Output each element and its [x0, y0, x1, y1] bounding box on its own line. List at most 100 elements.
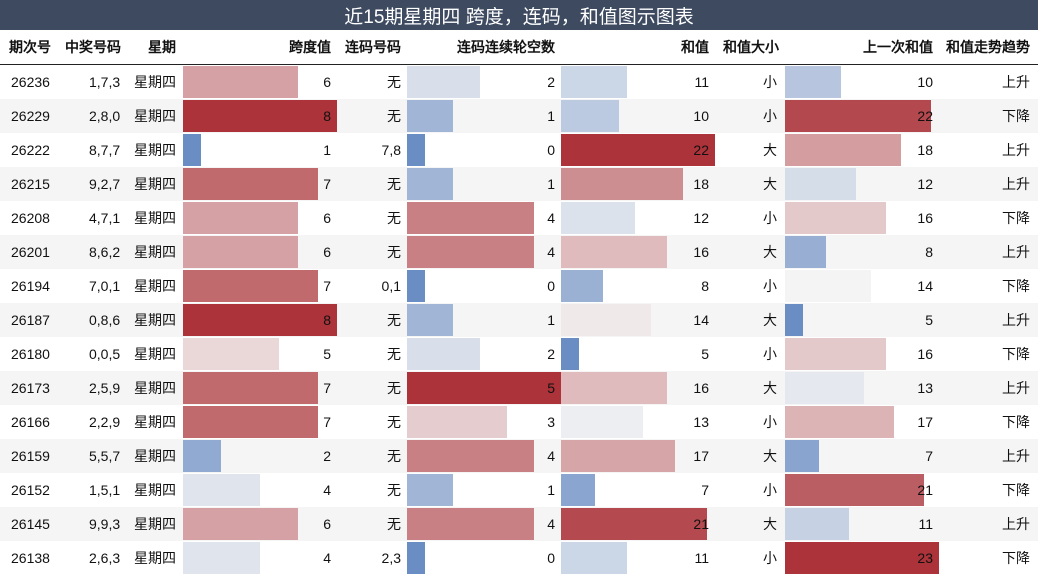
sum-bar: [561, 236, 667, 268]
table-row: 26208 4,7,1 星期四 6 无 4 12 小 16 下降: [0, 201, 1038, 235]
span-value: 8: [323, 108, 331, 124]
gap-count-bar: [407, 542, 425, 574]
issue-number: 26208: [11, 210, 50, 226]
span-value: 6: [323, 516, 331, 532]
span-bar: [183, 236, 298, 268]
sum-size: 大: [763, 244, 777, 260]
sum-trend: 上升: [1002, 312, 1030, 328]
gap-count-value: 4: [547, 516, 555, 532]
sum-trend: 下降: [1002, 108, 1030, 124]
gap-count-value: 0: [547, 142, 555, 158]
table-row: 26166 2,2,9 星期四 7 无 3 13 小 17 下降: [0, 405, 1038, 439]
winning-numbers: 2,8,0: [89, 108, 121, 124]
span-bar: [183, 508, 298, 540]
prev-sum-value: 10: [917, 74, 933, 90]
sum-bar: [561, 202, 635, 234]
gap-count-value: 1: [547, 482, 555, 498]
sum-trend: 上升: [1002, 244, 1030, 260]
sum-trend: 下降: [1002, 482, 1030, 498]
sum-bar: [561, 100, 619, 132]
consecutive-numbers: 无: [387, 210, 401, 226]
col-header-consec: 连码号码: [345, 39, 401, 55]
prev-sum-bar: [785, 100, 931, 132]
span-bar: [183, 304, 337, 336]
weekday: 星期四: [134, 278, 176, 294]
issue-number: 26215: [11, 176, 50, 192]
col-header-weekday: 星期: [148, 39, 176, 55]
weekday: 星期四: [134, 108, 176, 124]
sum-trend: 下降: [1002, 278, 1030, 294]
sum-value: 12: [693, 210, 709, 226]
span-value: 6: [323, 244, 331, 260]
gap-count-bar: [407, 508, 534, 540]
table-row: 26173 2,5,9 星期四 7 无 5 16 大 13 上升: [0, 371, 1038, 405]
span-bar: [183, 168, 318, 200]
prev-sum-bar: [785, 508, 849, 540]
prev-sum-value: 16: [917, 346, 933, 362]
prev-sum-value: 12: [917, 176, 933, 192]
prev-sum-bar: [785, 542, 939, 574]
consecutive-numbers: 无: [387, 414, 401, 430]
prev-sum-value: 14: [917, 278, 933, 294]
gap-count-bar: [407, 372, 561, 404]
prev-sum-bar: [785, 304, 803, 336]
gap-count-bar: [407, 270, 425, 302]
sum-size: 大: [763, 380, 777, 396]
winning-numbers: 5,5,7: [89, 448, 121, 464]
gap-count-value: 4: [547, 448, 555, 464]
prev-sum-bar: [785, 474, 924, 506]
span-bar: [183, 338, 279, 370]
sum-value: 7: [701, 482, 709, 498]
consecutive-numbers: 0,1: [381, 278, 401, 294]
table-header: 期次号 中奖号码 星期 跨度值 连码号码 连码连续轮空数 和值 和值大小 上一次…: [0, 31, 1038, 65]
winning-numbers: 2,6,3: [89, 550, 121, 566]
consecutive-numbers: 无: [387, 448, 401, 464]
span-bar: [183, 100, 337, 132]
table-row: 26159 5,5,7 星期四 2 无 4 17 大 7 上升: [0, 439, 1038, 473]
col-header-prev-sum: 上一次和值: [863, 39, 933, 55]
prev-sum-bar: [785, 372, 864, 404]
table-row: 26152 1,5,1 星期四 4 无 1 7 小 21 下降: [0, 473, 1038, 507]
sum-trend: 上升: [1002, 74, 1030, 90]
consecutive-numbers: 无: [387, 516, 401, 532]
consecutive-numbers: 无: [387, 244, 401, 260]
sum-value: 22: [693, 142, 709, 158]
sum-bar: [561, 304, 651, 336]
prev-sum-bar: [785, 270, 871, 302]
sum-size: 小: [763, 278, 777, 294]
sum-size: 大: [763, 176, 777, 192]
table-row: 26201 8,6,2 星期四 6 无 4 16 大 8 上升: [0, 235, 1038, 269]
issue-number: 26229: [11, 108, 50, 124]
sum-size: 小: [763, 74, 777, 90]
winning-numbers: 2,2,9: [89, 414, 121, 430]
issue-number: 26180: [11, 346, 50, 362]
prev-sum-value: 8: [925, 244, 933, 260]
sum-trend: 下降: [1002, 346, 1030, 362]
sum-value: 5: [701, 346, 709, 362]
sum-bar: [561, 168, 683, 200]
consecutive-numbers: 2,3: [381, 550, 401, 566]
table-row: 26229 2,8,0 星期四 8 无 1 10 小 22 下降: [0, 99, 1038, 133]
span-bar: [183, 406, 318, 438]
consecutive-numbers: 无: [387, 346, 401, 362]
sum-value: 8: [701, 278, 709, 294]
table-row: 26236 1,7,3 星期四 6 无 2 11 小 10 上升: [0, 65, 1038, 99]
sum-value: 11: [694, 550, 709, 566]
sum-size: 小: [763, 550, 777, 566]
table-row: 26180 0,0,5 星期四 5 无 2 5 小 16 下降: [0, 337, 1038, 371]
prev-sum-bar: [785, 338, 886, 370]
winning-numbers: 1,5,1: [89, 482, 121, 498]
sum-bar: [561, 134, 715, 166]
prev-sum-bar: [785, 406, 894, 438]
sum-value: 10: [693, 108, 709, 124]
gap-count-value: 2: [547, 346, 555, 362]
span-value: 1: [323, 142, 331, 158]
weekday: 星期四: [134, 380, 176, 396]
span-bar: [183, 202, 298, 234]
gap-count-bar: [407, 338, 480, 370]
weekday: 星期四: [134, 516, 176, 532]
gap-count-value: 0: [547, 550, 555, 566]
sum-value: 11: [694, 74, 709, 90]
span-bar: [183, 66, 298, 98]
col-header-issue: 期次号: [9, 39, 51, 55]
